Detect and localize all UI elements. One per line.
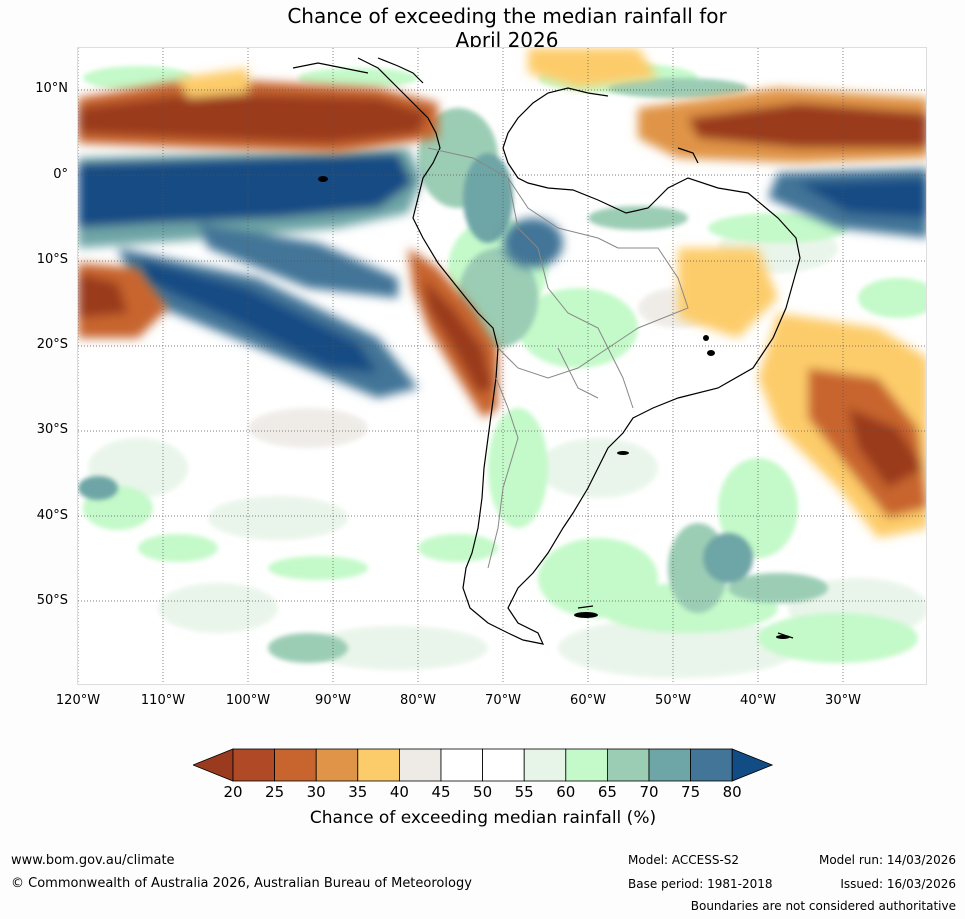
issued-text: Issued: 16/03/2026 [840,877,956,891]
graticule [78,48,926,684]
colorbar-cell [690,748,733,782]
lat-label: 10°S [36,252,68,267]
colorbar-cell [232,748,275,782]
colorbar-tick-label: 45 [431,783,451,801]
colorbar-tick-label: 80 [722,783,742,801]
model-run-text: Model run: 14/03/2026 [818,853,956,867]
map-canvas [78,48,926,684]
colorbar-tick-label: 70 [639,783,659,801]
lon-label: 50°W [655,693,691,708]
lat-label: 40°S [36,508,68,523]
website-link[interactable]: www.bom.gov.au/climate [11,853,175,868]
model-text: Model: ACCESS-S2 [628,853,740,867]
lon-label: 30°W [825,693,861,708]
lon-label: 110°W [140,693,186,708]
colorbar-cell [398,748,442,782]
colorbar-extend-high [731,748,774,782]
lon-label: 70°W [485,693,521,708]
lat-label: 10°N [35,81,68,96]
colorbar-cell [648,748,691,782]
title-line-1: Chance of exceeding the median rainfall … [287,4,727,28]
colorbar-cells [193,748,774,782]
lat-label: 30°S [36,422,68,437]
colorbar-tick-label: 65 [597,783,617,801]
lon-label: 90°W [315,693,351,708]
colorbar-title: Chance of exceeding median rainfall (%) [309,808,657,828]
rainfall-map [77,47,927,685]
colorbar-tick-label: 40 [389,783,409,801]
colorbar-extend-low [193,748,234,782]
colorbar-cell [523,748,567,782]
colorbar-cell [315,748,359,782]
disclaimer-text: Boundaries are not considered authoritat… [690,899,956,913]
lon-label: 120°W [55,693,101,708]
lat-label: 50°S [36,593,68,608]
colorbar-tick-label: 60 [556,783,576,801]
islands [318,176,790,639]
lat-label: 20°S [36,337,68,352]
colorbar-tick-label: 35 [348,783,368,801]
copyright-text: © Commonwealth of Australia 2026, Austra… [11,876,472,891]
colorbar-tick-label: 20 [223,783,243,801]
colorbar-cell [357,748,400,782]
lon-label: 80°W [400,693,436,708]
colorbar-tick-label: 25 [265,783,285,801]
colorbar-tick-label: 55 [514,783,534,801]
colorbar [193,748,774,782]
field-blue [78,148,926,398]
lat-label: 0° [53,167,68,182]
colorbar-cell [274,748,317,782]
borders [427,147,689,569]
colorbar-cell [482,748,525,782]
base-period-text: Base period: 1981-2018 [628,877,773,891]
lon-label: 40°W [740,693,776,708]
colorbar-tick-label: 75 [681,783,701,801]
lon-label: 60°W [570,693,606,708]
field-dry [78,48,926,538]
map-title: Chance of exceeding the median rainfall … [0,4,965,52]
colorbar-cell [440,748,483,782]
colorbar-cell [606,748,650,782]
colorbar-tick-label: 50 [473,783,493,801]
colorbar-tick-label: 30 [306,783,326,801]
lon-label: 100°W [225,693,271,708]
colorbar-cell [565,748,608,782]
